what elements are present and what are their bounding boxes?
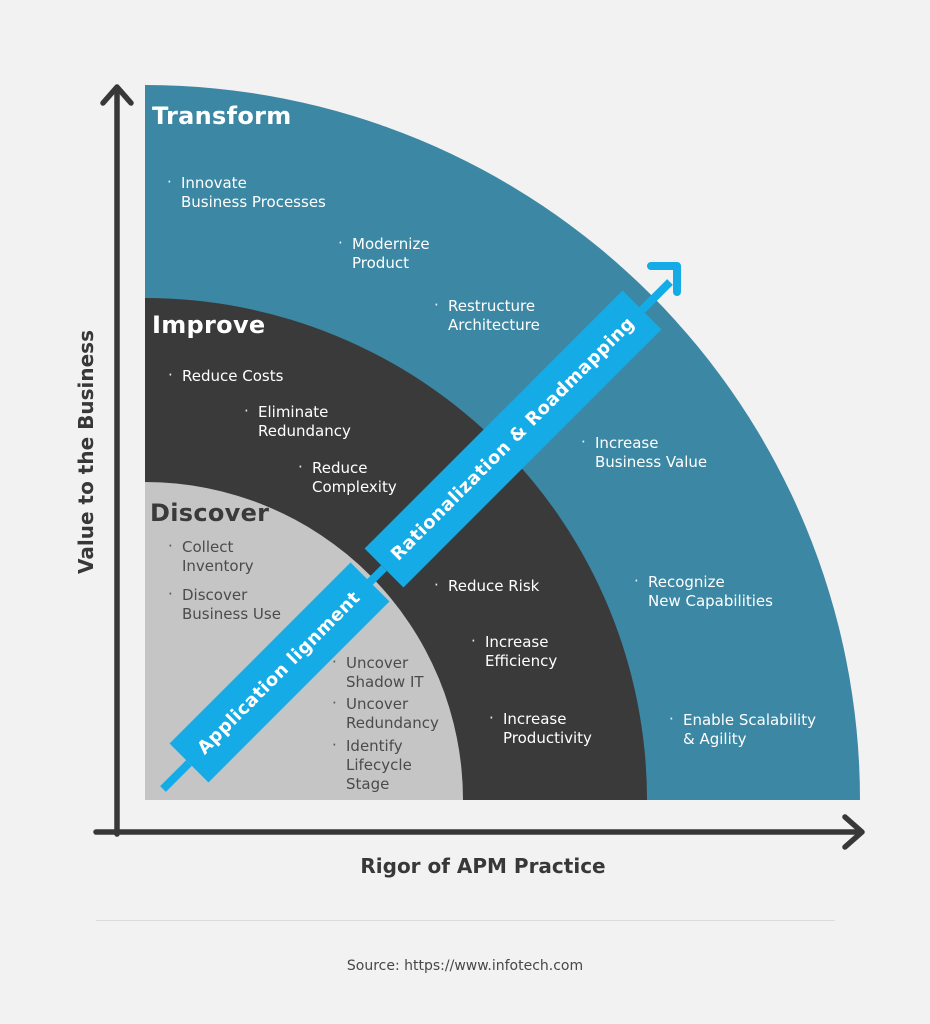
item-label: Uncover Shadow IT (346, 654, 424, 691)
transform-item: · Restructure Architecture (434, 296, 540, 335)
item-label: Enable Scalability & Agility (683, 711, 816, 748)
bullet-dot: · (634, 572, 639, 590)
bullet-dot: · (168, 537, 173, 555)
bullet-dot: · (338, 234, 343, 252)
discover-item: · Uncover Redundancy (332, 694, 439, 733)
y-axis-arrowhead-icon (100, 84, 134, 106)
bullet-dot: · (332, 736, 337, 754)
item-label: Increase Business Value (595, 434, 708, 471)
transform-item: · Enable Scalability & Agility (669, 710, 816, 749)
bullet-dot: · (434, 296, 439, 314)
item-label: Recognize New Capabilities (648, 573, 773, 610)
bullet-dot: · (489, 709, 494, 727)
item-label: Uncover Redundancy (346, 695, 439, 732)
discover-item: · Uncover Shadow IT (332, 653, 424, 692)
band-tail-segment (160, 760, 192, 792)
item-label: Reduce Risk (448, 577, 540, 595)
item-label: Discover Business Use (182, 586, 281, 623)
item-label: Increase Productivity (503, 710, 592, 747)
band-application-alignment (169, 562, 390, 783)
transform-ring-title: Transform (152, 102, 292, 130)
bullet-dot: · (332, 653, 337, 671)
footer-divider (96, 920, 835, 921)
bullet-dot: · (298, 458, 303, 476)
band-rationalization-roadmapping (364, 290, 662, 588)
discover-item: · Discover Business Use (168, 585, 281, 624)
y-axis-label: Value to the Business (74, 330, 98, 574)
source-text: Source: https://www.infotech.com (346, 958, 584, 974)
x-axis-label: Rigor of APM Practice (360, 854, 606, 878)
discover-item: · Collect Inventory (168, 537, 254, 576)
item-label: Reduce Costs (182, 367, 284, 385)
transform-item: · Modernize Product (338, 234, 430, 273)
discover-ring-title: Discover (150, 499, 270, 527)
item-label: Reduce Complexity (312, 459, 397, 496)
item-label: Increase Efficiency (485, 633, 558, 670)
item-label: Modernize Product (352, 235, 430, 272)
improve-item: · Increase Productivity (489, 709, 592, 748)
transform-item: · Increase Business Value (581, 433, 708, 472)
improve-item: · Reduce Costs (168, 366, 284, 386)
bullet-dot: · (167, 173, 172, 191)
bullet-dot: · (471, 632, 476, 650)
improve-item: · Increase Efficiency (471, 632, 558, 671)
improve-item: · Reduce Risk (434, 576, 540, 596)
bullet-dot: · (244, 402, 249, 420)
item-label: Identify Lifecycle Stage (346, 737, 412, 793)
item-label: Eliminate Redundancy (258, 403, 351, 440)
bullet-dot: · (332, 694, 337, 712)
item-label: Restructure Architecture (448, 297, 540, 334)
bullet-dot: · (434, 576, 439, 594)
improve-ring-title: Improve (152, 311, 266, 339)
item-label: Collect Inventory (182, 538, 254, 575)
bullet-dot: · (581, 433, 586, 451)
band-arrow-shaft (639, 279, 673, 313)
improve-item: · Eliminate Redundancy (244, 402, 351, 441)
bullet-dot: · (168, 366, 173, 384)
band-arrowhead-icon (647, 262, 681, 296)
item-label: Innovate Business Processes (181, 174, 326, 211)
transform-item: · Innovate Business Processes (167, 173, 326, 212)
x-axis-arrowhead-icon (842, 814, 865, 850)
transform-item: · Recognize New Capabilities (634, 572, 773, 611)
bullet-dot: · (669, 710, 674, 728)
bullet-dot: · (168, 585, 173, 603)
improve-item: · Reduce Complexity (298, 458, 397, 497)
discover-item: · Identify Lifecycle Stage (332, 736, 412, 794)
